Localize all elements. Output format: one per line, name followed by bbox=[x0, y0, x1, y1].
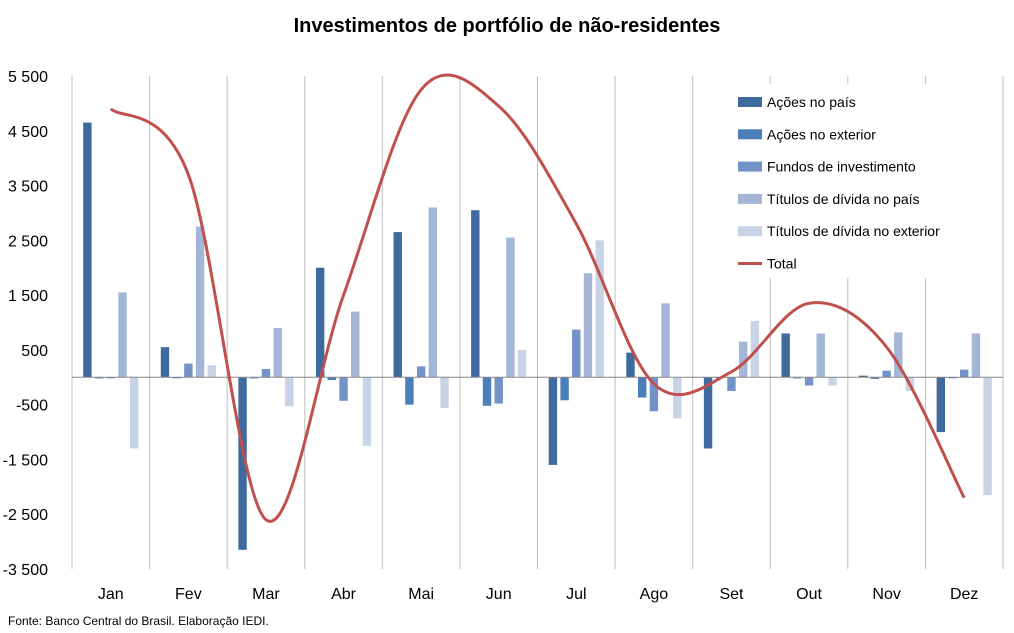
bar bbox=[362, 377, 372, 446]
bar bbox=[673, 377, 682, 419]
y-tick-label: -3 500 bbox=[3, 562, 48, 579]
total-line bbox=[109, 73, 966, 523]
chart-title: Investimentos de portfólio de não-reside… bbox=[294, 15, 721, 37]
bar bbox=[207, 365, 216, 378]
y-tick-label: -2 500 bbox=[3, 507, 48, 524]
x-tick-label: Mai bbox=[408, 586, 434, 603]
bar bbox=[327, 377, 337, 381]
bar bbox=[315, 267, 325, 378]
x-tick-label: Ago bbox=[640, 586, 669, 603]
bar bbox=[129, 377, 139, 449]
bar bbox=[471, 210, 480, 378]
y-tick-label: 1 500 bbox=[8, 288, 48, 305]
bar bbox=[416, 366, 426, 378]
bar bbox=[738, 341, 748, 378]
bars bbox=[83, 122, 992, 550]
bar bbox=[816, 333, 825, 378]
legend-swatch bbox=[738, 161, 762, 172]
legend: Ações no país Ações no exterior Fundos de … bbox=[724, 84, 956, 278]
bar bbox=[428, 207, 438, 378]
bar bbox=[703, 377, 713, 449]
bar bbox=[238, 377, 247, 550]
source-note: Fonte: Banco Central do Brasil. Elaboraç… bbox=[8, 614, 269, 628]
legend-swatch bbox=[738, 129, 762, 140]
bar bbox=[94, 377, 104, 379]
x-tick-label: Abr bbox=[331, 586, 357, 603]
legend-background bbox=[724, 84, 956, 278]
y-axis-ticks: 5 500 4 500 3 500 2 500 1 500 500 -500 -1 500 -2… bbox=[3, 69, 48, 579]
bar bbox=[828, 377, 837, 386]
bar bbox=[781, 333, 790, 378]
bar bbox=[548, 377, 558, 465]
legend-label: Fundos de investimento bbox=[767, 159, 916, 175]
bar bbox=[894, 332, 903, 378]
bar bbox=[440, 377, 449, 408]
bar bbox=[482, 377, 492, 406]
x-tick-label: Out bbox=[796, 586, 822, 603]
bar bbox=[273, 327, 282, 378]
bar bbox=[960, 369, 969, 378]
bar bbox=[494, 377, 503, 404]
bar bbox=[285, 377, 294, 407]
legend-label: Ações no exterior bbox=[767, 126, 876, 142]
legend-label: Ações no país bbox=[767, 94, 856, 110]
bar bbox=[118, 292, 127, 378]
bar bbox=[261, 369, 271, 378]
legend-swatch bbox=[738, 226, 762, 237]
legend-label: Total bbox=[767, 256, 797, 272]
y-tick-label: 4 500 bbox=[8, 124, 48, 141]
y-tick-label: 3 500 bbox=[8, 179, 48, 196]
legend-label: Títulos de dívida no exterior bbox=[767, 223, 940, 239]
y-tick-label: -1 500 bbox=[3, 452, 48, 469]
y-tick-label: 5 500 bbox=[8, 69, 48, 86]
y-tick-label: 500 bbox=[21, 343, 48, 360]
bar bbox=[859, 375, 868, 378]
x-tick-label: Set bbox=[719, 586, 744, 603]
x-axis-ticks: Jan Fev Mar Abr Mai Jun Jul Ago Set Out Nov Dez bbox=[98, 586, 979, 603]
bar bbox=[405, 377, 414, 405]
bar bbox=[351, 311, 360, 378]
bar bbox=[727, 377, 736, 391]
bar bbox=[195, 226, 205, 378]
bar bbox=[870, 377, 880, 379]
bar bbox=[560, 377, 569, 401]
bar bbox=[661, 303, 670, 378]
x-tick-label: Jan bbox=[98, 586, 124, 603]
x-tick-label: Dez bbox=[950, 586, 978, 603]
bar bbox=[250, 377, 259, 379]
bar bbox=[595, 240, 604, 378]
bar bbox=[936, 377, 946, 433]
bar bbox=[804, 377, 814, 386]
total-line-group bbox=[109, 73, 966, 523]
y-tick-label: 2 500 bbox=[8, 233, 48, 250]
x-tick-label: Fev bbox=[175, 586, 202, 603]
x-tick-label: Nov bbox=[872, 586, 900, 603]
bar bbox=[626, 352, 635, 378]
legend-swatch bbox=[738, 97, 762, 107]
bar bbox=[572, 329, 581, 378]
bar bbox=[393, 232, 402, 378]
bar bbox=[971, 333, 981, 378]
bar bbox=[160, 347, 170, 378]
x-tick-label: Jul bbox=[566, 586, 586, 603]
bar bbox=[339, 377, 348, 401]
bar bbox=[583, 273, 593, 378]
legend-label: Títulos de dívida no país bbox=[767, 191, 920, 207]
bar bbox=[882, 370, 891, 378]
bar bbox=[793, 377, 802, 379]
y-tick-label: -500 bbox=[16, 398, 48, 415]
legend-swatch bbox=[738, 193, 762, 204]
bar bbox=[637, 377, 647, 398]
bar bbox=[649, 377, 659, 412]
bar bbox=[106, 377, 115, 379]
bar bbox=[750, 320, 760, 378]
bar bbox=[83, 122, 92, 378]
x-tick-label: Mar bbox=[252, 586, 280, 603]
x-tick-label: Jun bbox=[486, 586, 512, 603]
bar bbox=[184, 363, 193, 378]
bar bbox=[506, 237, 515, 378]
bar bbox=[983, 377, 992, 496]
bar bbox=[517, 349, 527, 378]
